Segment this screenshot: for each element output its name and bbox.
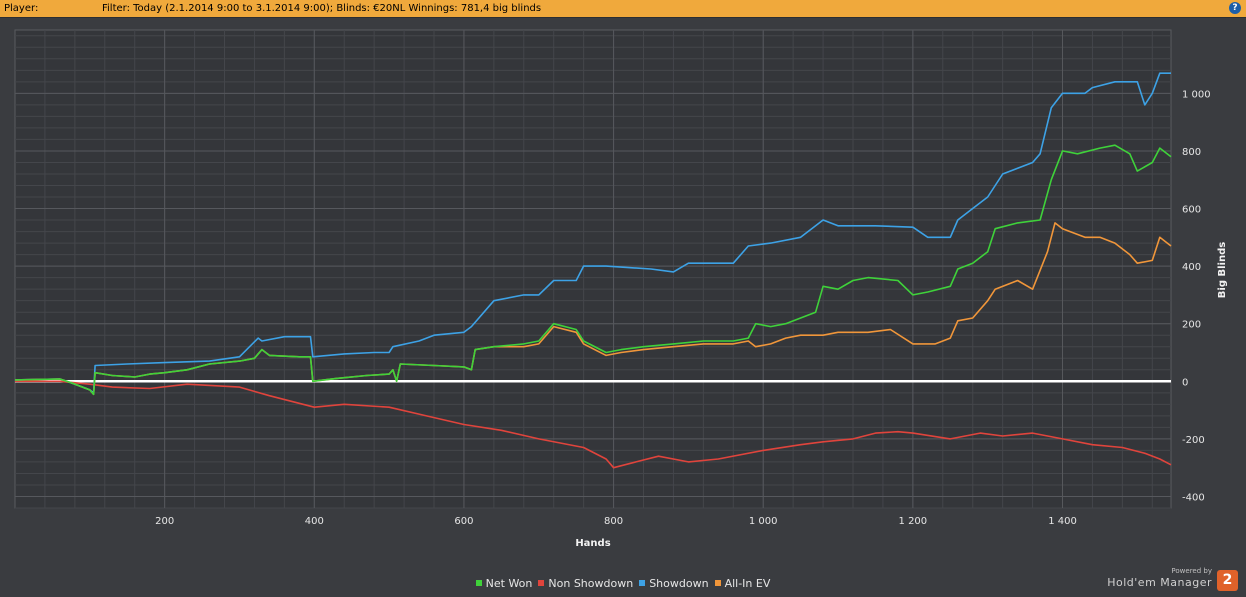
x-tick-label: 1 400	[1048, 516, 1077, 527]
legend-swatch	[714, 580, 721, 586]
y-tick-label: 400	[1182, 262, 1201, 273]
x-tick-label: 800	[604, 516, 623, 527]
help-icon[interactable]: ?	[1229, 2, 1241, 14]
x-tick-label: 600	[454, 516, 473, 527]
player-label: Player:	[4, 3, 39, 14]
powered-by-text: Powered by	[1171, 567, 1212, 575]
brand-block: Powered by Hold'em Manager	[1107, 567, 1212, 590]
legend-item-net-won[interactable]: Net Won	[475, 577, 533, 590]
legend-swatch	[639, 580, 646, 586]
series-line-non-showdown	[15, 380, 1172, 469]
brand-logo-icon: 2	[1217, 570, 1238, 591]
y-axis-ticks: -400 -200 0 200 400 600 800 1 000	[1182, 89, 1211, 503]
legend-label: Net Won	[485, 577, 533, 590]
y-tick-label: 0	[1182, 377, 1188, 388]
legend-swatch	[475, 580, 482, 586]
y-tick-label: -400	[1182, 492, 1205, 503]
legend-item-non-showdown[interactable]: Non Showdown	[538, 577, 633, 590]
filter-summary: Filter: Today (2.1.2014 9:00 to 3.1.2014…	[102, 3, 542, 14]
x-axis-ticks: 200 400 600 800 1 000 1 200 1 400	[155, 516, 1077, 527]
brand-name: Hold'em Manager	[1107, 576, 1212, 589]
chart-legend: Net Won Non Showdown Showdown All-In EV	[0, 577, 1246, 591]
legend-item-showdown[interactable]: Showdown	[639, 577, 709, 590]
y-tick-label: -200	[1182, 435, 1205, 446]
legend-item-all-in-ev[interactable]: All-In EV	[714, 577, 771, 590]
legend-label: Non Showdown	[548, 577, 634, 590]
y-axis-title: Big Blinds	[1217, 242, 1228, 298]
y-tick-label: 600	[1182, 205, 1201, 216]
filter-header-bar: Player: Filter: Today (2.1.2014 9:00 to …	[0, 0, 1246, 17]
legend-label: All-In EV	[724, 577, 771, 590]
legend-label: Showdown	[649, 577, 709, 590]
x-tick-label: 200	[155, 516, 174, 527]
plot-area	[14, 29, 1172, 509]
series-line-showdown	[14, 72, 1171, 394]
x-axis-title: Hands	[575, 538, 610, 549]
y-tick-label: 1 000	[1182, 89, 1211, 100]
grid	[15, 30, 1171, 509]
x-tick-label: 1 000	[749, 516, 778, 527]
x-tick-label: 1 200	[899, 516, 928, 527]
legend-swatch	[538, 580, 545, 586]
series-line-net-won	[14, 144, 1172, 396]
series-layer	[14, 72, 1172, 469]
y-tick-label: 800	[1182, 147, 1201, 158]
header-divider	[0, 17, 1246, 18]
x-tick-label: 400	[305, 516, 324, 527]
y-tick-label: 200	[1182, 320, 1201, 331]
